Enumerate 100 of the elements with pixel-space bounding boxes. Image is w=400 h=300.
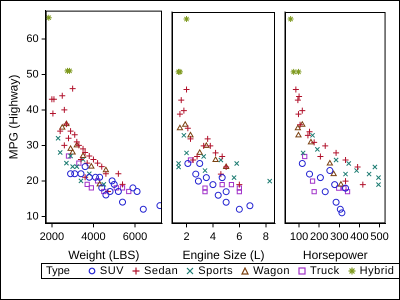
point	[299, 121, 306, 127]
point	[228, 182, 234, 188]
point	[342, 171, 348, 177]
point	[202, 189, 208, 194]
point	[184, 150, 190, 156]
point	[64, 160, 70, 166]
point	[156, 202, 162, 210]
x-tick-label: 4000	[81, 231, 106, 244]
x-tick-label: 2	[183, 231, 190, 244]
point	[332, 149, 340, 156]
x-tick-label: 200	[310, 231, 328, 244]
point	[69, 85, 76, 92]
point	[78, 178, 84, 184]
point	[102, 192, 110, 199]
point	[194, 178, 202, 185]
point	[236, 189, 242, 194]
point	[88, 185, 94, 191]
point	[178, 96, 185, 104]
point	[183, 86, 190, 94]
point	[218, 152, 226, 160]
point	[236, 181, 243, 188]
point	[202, 174, 210, 182]
point	[218, 157, 224, 163]
point	[82, 148, 89, 156]
point	[342, 156, 350, 164]
point	[67, 145, 74, 151]
point	[50, 96, 58, 103]
point	[295, 132, 302, 138]
point	[332, 198, 340, 206]
point	[196, 160, 204, 168]
point	[86, 171, 92, 176]
point	[214, 192, 222, 199]
x-axis-title: Engine Size (L)	[182, 248, 265, 262]
point	[71, 170, 78, 178]
point	[306, 128, 314, 136]
point	[336, 206, 344, 213]
point	[182, 121, 188, 127]
point	[80, 152, 86, 158]
x-tick-label: 4	[210, 231, 216, 244]
point	[212, 149, 220, 156]
point	[344, 189, 350, 194]
point	[310, 132, 316, 138]
point	[71, 131, 78, 138]
point	[202, 186, 208, 191]
point	[316, 152, 324, 160]
point	[92, 174, 100, 181]
point	[346, 160, 352, 166]
point	[129, 184, 136, 192]
point	[336, 186, 342, 191]
point	[86, 174, 93, 181]
point	[46, 14, 52, 22]
x-axis-title: Horsepower	[302, 248, 368, 262]
point	[298, 160, 306, 168]
point	[119, 180, 126, 188]
legend-label: Wagon	[252, 265, 290, 277]
point	[119, 198, 126, 206]
point	[183, 16, 190, 23]
point	[77, 156, 84, 164]
point	[302, 154, 308, 160]
point	[294, 68, 302, 76]
point	[333, 157, 339, 163]
point	[314, 146, 320, 152]
point	[101, 188, 106, 194]
point	[82, 174, 89, 181]
point	[246, 202, 254, 210]
point	[102, 170, 110, 178]
point	[194, 152, 201, 160]
legend-title: Type	[46, 265, 70, 277]
point	[84, 160, 91, 167]
point	[49, 110, 56, 117]
point	[200, 142, 208, 150]
point	[184, 124, 192, 132]
point	[201, 154, 206, 160]
point	[287, 16, 294, 23]
point	[60, 106, 68, 114]
point	[96, 180, 103, 186]
point	[310, 178, 316, 184]
point	[64, 134, 72, 142]
point	[209, 181, 216, 188]
point	[73, 138, 80, 146]
point	[296, 93, 303, 100]
point	[98, 184, 106, 192]
point	[98, 163, 106, 170]
point	[176, 110, 184, 118]
point	[114, 170, 122, 178]
point	[59, 124, 66, 130]
point	[186, 135, 194, 142]
point	[187, 132, 194, 138]
y-tick-label: 40	[26, 104, 39, 116]
point	[341, 186, 347, 191]
x-tick-label: 300	[330, 231, 348, 244]
y-tick-label: 60	[26, 33, 39, 46]
point	[114, 188, 122, 195]
point	[184, 160, 192, 168]
point	[222, 188, 230, 196]
point	[58, 150, 63, 156]
x-tick-label: 6	[236, 231, 242, 244]
point	[212, 156, 219, 162]
point	[84, 182, 90, 188]
y-tick-label: 20	[26, 174, 39, 187]
